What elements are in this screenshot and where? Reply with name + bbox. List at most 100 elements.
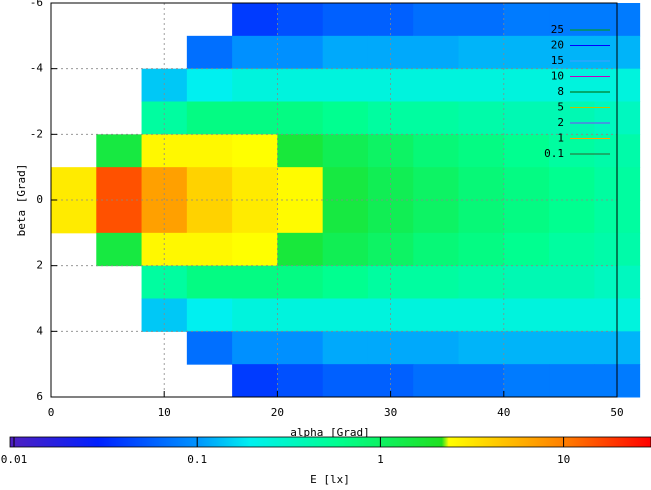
heat-cell: [458, 364, 505, 398]
heat-cell: [322, 101, 369, 135]
heat-cell: [413, 35, 460, 70]
heat-cell: [277, 134, 324, 168]
heat-cell: [186, 331, 233, 365]
heat-cell: [51, 200, 97, 234]
heat-cell: [186, 167, 233, 201]
legend-label: 25: [551, 23, 564, 36]
heat-cell: [96, 167, 143, 201]
heat-cell: [322, 3, 369, 37]
heat-cell: [458, 134, 505, 168]
heat-cell: [413, 3, 460, 37]
heat-cell: [277, 3, 324, 37]
heat-cell: [232, 68, 278, 102]
heat-cell: [549, 35, 595, 70]
heat-cell: [322, 200, 369, 234]
heat-cell: [503, 3, 550, 37]
heat-cell: [458, 232, 505, 267]
heat-cell: [232, 331, 278, 365]
heat-cell: [232, 134, 278, 168]
heat-cell: [277, 200, 324, 234]
legend-label: 2: [557, 116, 564, 129]
heat-cell: [549, 364, 595, 398]
heat-cell: [458, 331, 505, 365]
heat-cell: [413, 298, 460, 332]
heat-cell: [277, 331, 324, 365]
heat-cell: [232, 298, 278, 332]
y-tick-label: -2: [30, 127, 43, 140]
heat-cell: [232, 167, 278, 201]
heat-cell: [322, 364, 369, 398]
heat-cell: [367, 200, 414, 234]
heat-cell: [277, 68, 324, 102]
heat-cell: [503, 364, 550, 398]
heat-cell: [549, 167, 595, 201]
colorbar: [9, 436, 651, 448]
heat-cell: [458, 35, 505, 70]
heat-cell: [186, 200, 233, 234]
heat-cell: [549, 134, 595, 168]
y-tick-label: 6: [36, 390, 43, 403]
legend-label: 10: [551, 70, 564, 83]
y-tick-label: 4: [36, 324, 43, 337]
heat-cell: [413, 200, 460, 234]
heat-cell: [503, 101, 550, 135]
heat-cell: [413, 68, 460, 102]
legend-label: 8: [557, 85, 564, 98]
y-tick-label: -6: [30, 0, 43, 9]
heat-cell: [458, 68, 505, 102]
heat-cell: [458, 167, 505, 201]
heat-cell: [458, 298, 505, 332]
heat-cell: [277, 298, 324, 332]
heat-cell: [322, 298, 369, 332]
x-tick-label: 40: [497, 406, 510, 419]
heat-cell: [277, 167, 324, 201]
legend-label: 0.1: [544, 147, 564, 160]
heat-cell: [503, 68, 550, 102]
heat-cell: [322, 331, 369, 365]
heat-cell: [549, 200, 595, 234]
heat-cell: [277, 35, 324, 70]
heat-cell: [277, 232, 324, 267]
heat-cell: [96, 200, 143, 234]
heat-cell: [549, 68, 595, 102]
x-tick-label: 30: [384, 406, 397, 419]
x-tick-label: 20: [271, 406, 284, 419]
x-tick-label: 10: [158, 406, 171, 419]
legend-label: 1: [557, 132, 564, 145]
heat-cell: [503, 298, 550, 332]
plot-frame: [50, 2, 618, 398]
heat-cell: [186, 35, 233, 70]
heat-cell: [232, 200, 278, 234]
legend-label: 20: [551, 39, 564, 52]
heat-cell: [277, 364, 324, 398]
heat-cell: [458, 200, 505, 234]
heat-cell: [232, 364, 278, 398]
heat-cell: [413, 232, 460, 267]
heat-cell: [232, 35, 278, 70]
y-tick-label: 0: [36, 193, 43, 206]
heat-cell: [503, 265, 550, 299]
heat-cell: [503, 232, 550, 267]
heat-cell: [322, 35, 369, 70]
heat-cell: [322, 68, 369, 102]
heat-cell: [96, 232, 143, 267]
heat-cell: [322, 167, 369, 201]
heat-cell: [232, 3, 278, 37]
heat-cell: [503, 134, 550, 168]
heat-cell: [322, 265, 369, 299]
heat-cell: [549, 331, 595, 365]
heat-cell: [549, 101, 595, 135]
heat-cell: [413, 167, 460, 201]
heat-cell: [413, 364, 460, 398]
x-tick-label: 0: [48, 406, 55, 419]
y-tick-label: 2: [36, 259, 43, 272]
heat-cell: [186, 68, 233, 102]
heat-cell: [232, 101, 278, 135]
heat-cell: [549, 298, 595, 332]
heat-cell: [186, 134, 233, 168]
heat-cell: [186, 298, 233, 332]
heat-cell: [503, 331, 550, 365]
heat-cell: [458, 101, 505, 135]
y-axis-label: beta [Grad]: [15, 164, 28, 237]
heat-cell: [503, 35, 550, 70]
